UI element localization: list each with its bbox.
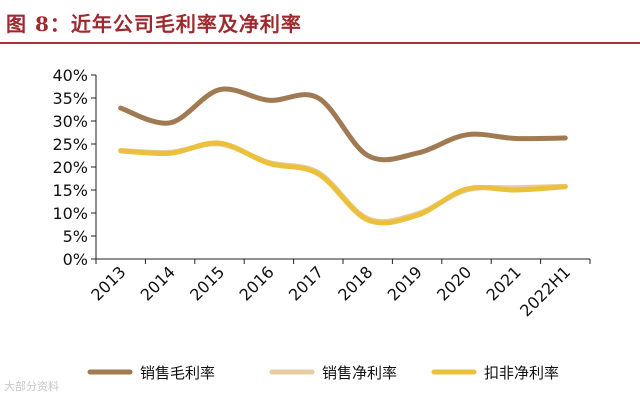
watermark: 大部分资料 bbox=[4, 380, 59, 393]
y-tick-label: 40% bbox=[52, 66, 88, 85]
x-tick-label: 2014 bbox=[137, 262, 179, 304]
legend-label: 销售毛利率 bbox=[140, 364, 215, 382]
x-tick-label: 2021 bbox=[483, 262, 525, 304]
title-bar: 图 8：近年公司毛利率及净利率 bbox=[0, 0, 640, 44]
chart-legend: 销售毛利率 销售净利率 扣非净利率 bbox=[87, 364, 559, 382]
x-tick-label: 2018 bbox=[334, 262, 376, 304]
y-tick-label: 25% bbox=[52, 135, 88, 154]
x-tick-label: 2013 bbox=[87, 262, 129, 304]
chart-title: 图 8：近年公司毛利率及净利率 bbox=[6, 12, 302, 36]
y-tick-label: 30% bbox=[52, 112, 88, 131]
y-tick-label: 15% bbox=[52, 181, 88, 200]
y-tick-label: 35% bbox=[52, 89, 88, 108]
chart-axes: 40%35%30%25%20%15%10%5%0%2013 2014 2015 201… bbox=[52, 66, 591, 320]
y-tick-label: 10% bbox=[52, 204, 88, 223]
y-tick-label: 5% bbox=[63, 227, 88, 246]
legend-label: 扣非净利率 bbox=[484, 364, 559, 382]
series-line bbox=[118, 86, 568, 163]
x-tick-label: 2017 bbox=[285, 262, 327, 304]
x-tick-label: 2015 bbox=[186, 262, 228, 304]
y-tick-label: 0% bbox=[63, 250, 88, 269]
x-tick-label: 2019 bbox=[384, 262, 426, 304]
series-line bbox=[118, 140, 568, 226]
x-tick-label: 2022H1 bbox=[516, 262, 574, 320]
x-tick-label: 2020 bbox=[433, 262, 475, 304]
series-layer bbox=[118, 86, 568, 226]
legend-label: 销售净利率 bbox=[322, 364, 397, 382]
x-tick-label: 2016 bbox=[236, 262, 278, 304]
series-line bbox=[118, 141, 568, 224]
y-tick-label: 20% bbox=[52, 158, 88, 177]
